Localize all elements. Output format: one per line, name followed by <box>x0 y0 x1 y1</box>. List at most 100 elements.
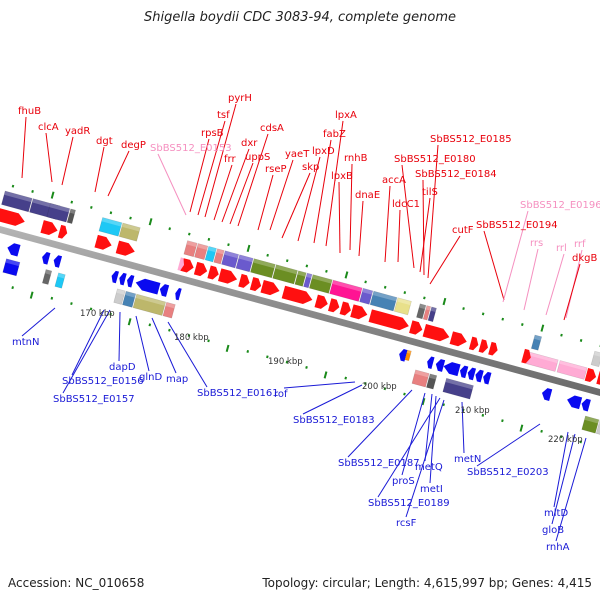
leader-line <box>523 248 539 311</box>
ruler-label: 210 kbp <box>455 406 490 416</box>
leader-line <box>384 185 391 263</box>
gene-label-tilS: tilS <box>422 187 438 198</box>
leader-line <box>21 116 27 179</box>
reverse-gene-block-highlight <box>584 416 599 424</box>
reverse-gene-block <box>404 349 412 362</box>
gene-label-yaeT: yaeT <box>285 149 310 160</box>
gene-label-pyrH: pyrH <box>228 93 252 104</box>
gene-label-metQ: metQ <box>415 462 443 473</box>
leader-line <box>427 144 439 279</box>
gene-label-clcA: clcA <box>38 122 59 133</box>
ruler-tick-top <box>246 244 251 252</box>
leader-line <box>61 136 74 186</box>
forward-gene-block <box>204 245 217 263</box>
reverse-gene-arrow <box>475 369 484 383</box>
ruler-tick-top <box>383 285 387 289</box>
ruler-tick-bottom <box>11 286 14 290</box>
reverse-gene-block <box>54 272 66 289</box>
backbone-line <box>0 226 600 396</box>
reverse-gene-block-highlight <box>135 294 166 306</box>
ruler-tick-bottom <box>285 360 289 364</box>
ruler-tick-bottom <box>481 413 485 417</box>
ruler-tick-top <box>521 323 524 326</box>
map-title: Shigella boydii CDC 3083-94, complete ge… <box>143 10 457 25</box>
ruler-tick-bottom <box>89 307 93 311</box>
leader-line <box>71 309 105 376</box>
rrna-gene-block <box>556 360 588 380</box>
ruler-tick-bottom <box>403 392 406 396</box>
gene-label-dxr: dxr <box>241 138 258 149</box>
forward-gene-arrow <box>488 341 498 356</box>
leader-line <box>405 399 445 518</box>
forward-gene-block <box>213 248 225 265</box>
forward-gene-block-highlight <box>101 217 122 227</box>
reverse-gene-block <box>122 290 137 308</box>
reverse-gene-block-highlight <box>406 350 412 354</box>
ruler-tick-bottom <box>246 350 250 353</box>
gene-label-SbBS512_E0187: SbBS512_E0187 <box>338 458 420 469</box>
gene-label-SbBS512_E0183: SbBS512_E0183 <box>293 415 375 426</box>
leader-line <box>461 401 465 454</box>
leader-line <box>297 156 321 242</box>
ruler-tick-top <box>207 237 211 241</box>
ruler-tick-top <box>109 211 113 215</box>
gene-label-SbBS512_E0189: SbBS512_E0189 <box>368 498 450 509</box>
ruler-tick-bottom <box>383 387 387 391</box>
forward-gene-block <box>303 272 313 289</box>
reverse-gene-arrow <box>427 356 435 369</box>
gene-label-metN: metN <box>454 454 481 465</box>
gene-label-frr: frr <box>224 154 236 165</box>
gene-label-degP: degP <box>121 140 146 151</box>
ruler-tick-bottom <box>225 344 230 352</box>
ruler-tick-top <box>442 297 447 306</box>
gene-label-SbBS512_E0194: SbBS512_E0194 <box>476 220 558 231</box>
reverse-gene-arrow <box>175 288 182 301</box>
gene-label-gloB: gloB <box>542 525 564 536</box>
gene-label-SbBS512_E0185: SbBS512_E0185 <box>430 134 512 145</box>
ruler-tick-bottom <box>501 419 504 423</box>
reverse-gene-block <box>442 377 474 400</box>
forward-gene-block <box>530 334 543 351</box>
leader-line <box>302 384 363 415</box>
forward-gene-block-highlight <box>207 246 217 253</box>
leader-line <box>338 181 341 254</box>
ruler-tick-bottom <box>305 365 308 369</box>
leader-line <box>204 103 237 218</box>
leader-line <box>167 321 208 388</box>
gene-label-tsf: tsf <box>217 110 230 121</box>
reverse-gene-block-highlight <box>445 378 474 390</box>
reverse-gene-block <box>581 415 600 434</box>
ruler-tick-top <box>579 339 583 342</box>
forward-gene-block-highlight <box>4 191 33 203</box>
reverse-gene-block-highlight <box>57 272 66 279</box>
ruler-tick-bottom <box>70 302 73 306</box>
ruler-tick-top <box>344 271 349 279</box>
forward-gene-arrow <box>596 371 600 386</box>
rrna-gene-block-highlight <box>559 360 588 372</box>
leader-line <box>358 200 364 257</box>
ruler-tick-top <box>266 253 269 257</box>
ruler-tick-top <box>70 200 74 204</box>
forward-gene-arrow <box>249 277 262 292</box>
leader-line <box>347 389 413 458</box>
leader-line <box>157 153 187 216</box>
reverse-gene-arrow <box>459 365 469 379</box>
forward-gene-block-highlight <box>275 264 298 275</box>
features-layer <box>0 190 600 436</box>
gene-label-yadR: yadR <box>65 126 90 137</box>
forward-gene-block-highlight <box>238 254 254 263</box>
forward-gene-arrow <box>260 279 280 296</box>
reverse-gene-block-highlight <box>5 258 20 267</box>
forward-gene-block <box>66 208 76 225</box>
reverse-gene-arrow <box>483 371 492 385</box>
forward-gene-block <box>235 254 254 273</box>
gene-label-skp: skp <box>302 162 319 173</box>
reverse-gene-arrow <box>7 243 21 257</box>
rrna-gene-block-highlight <box>528 352 559 364</box>
reverse-gene-block-highlight <box>116 288 126 295</box>
reverse-gene-arrow <box>443 362 461 377</box>
accession-text: Accession: NC_010658 <box>8 576 145 590</box>
ruler-tick-top <box>148 218 153 226</box>
forward-gene-block-highlight <box>49 203 70 213</box>
